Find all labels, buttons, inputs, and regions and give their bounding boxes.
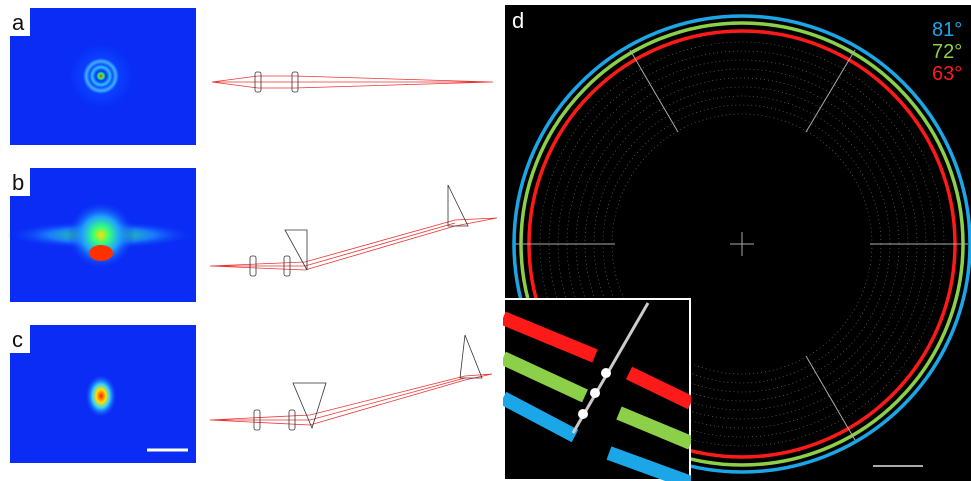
panel-label: a: [12, 10, 25, 35]
legend: 81°72°63°: [932, 19, 962, 85]
spot: [601, 368, 611, 378]
ray-diagram-c: [210, 335, 492, 430]
spot: [85, 374, 117, 418]
panel-label: b: [12, 170, 24, 195]
spot: [578, 409, 588, 419]
spot-core: [89, 245, 113, 261]
inset: [503, 298, 691, 481]
spot: [590, 388, 600, 398]
ring-pattern: [69, 44, 133, 108]
ray-diagram-b: [210, 185, 497, 276]
legend-label: 63°: [932, 63, 962, 85]
legend-label: 81°: [932, 19, 962, 41]
panel-label: c: [12, 327, 23, 352]
legend-label: 72°: [932, 41, 962, 63]
ray-diagram-a: [212, 72, 493, 92]
panel-label: d: [512, 8, 524, 33]
figure: a b c d 81°72°63°: [0, 0, 971, 481]
